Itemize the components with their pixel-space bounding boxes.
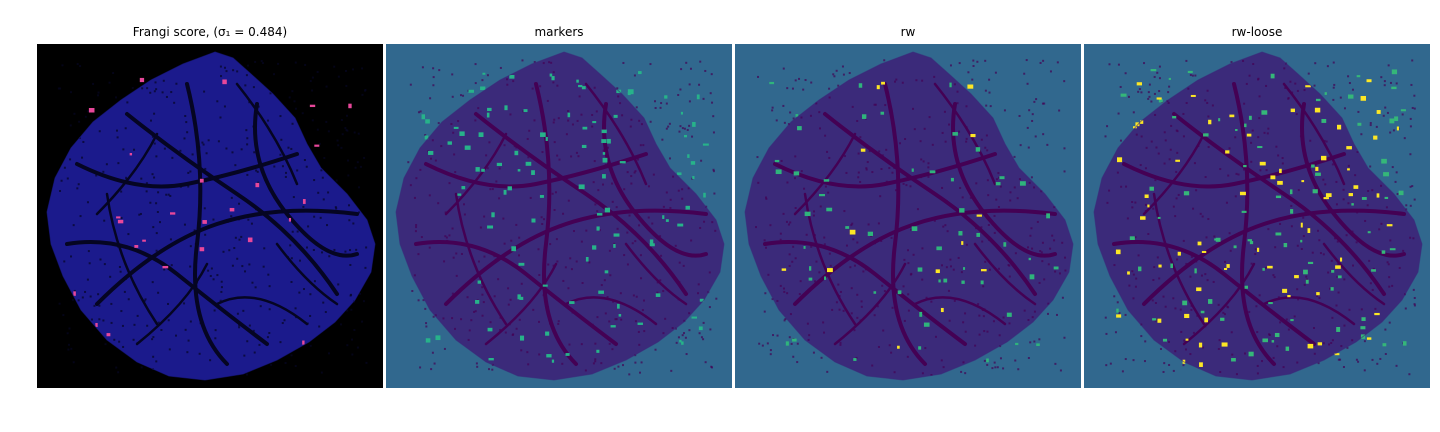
vessel-path [253, 102, 359, 258]
tissue-outline [46, 51, 376, 381]
vessel-path [474, 112, 688, 296]
vessel-path [1112, 240, 1316, 346]
vessel-path [624, 242, 688, 306]
vessel-path [833, 262, 907, 346]
vessel-path [1182, 262, 1256, 346]
vessel-path [135, 262, 209, 346]
vessel-path [235, 82, 299, 186]
vessel-path [95, 208, 359, 306]
frangi-svg [37, 44, 383, 388]
vessel-path [933, 82, 997, 186]
vessel-path [1142, 132, 1206, 216]
frangi-score-image [37, 44, 383, 388]
panel-title-markers: markers [534, 25, 584, 39]
vessel-path [951, 102, 1057, 258]
tissue-outline [744, 51, 1074, 381]
vessel-path [763, 240, 967, 346]
tissue-region [396, 52, 724, 380]
tissue-region [1094, 52, 1422, 380]
vessel-path [803, 192, 857, 326]
vessel-path [125, 112, 339, 296]
vessel-path [444, 132, 508, 216]
vessel-path [913, 296, 1007, 326]
vessel-path [973, 242, 1037, 306]
vessel-path [1262, 296, 1356, 326]
vessel-path [95, 132, 159, 216]
tissue-outline [1093, 51, 1423, 381]
rw-svg [735, 44, 1081, 388]
vessel-path [1322, 242, 1386, 306]
vessel-path [1282, 82, 1346, 186]
panel-title-rw: rw [900, 25, 916, 39]
panel-title-rw-loose: rw-loose [1231, 25, 1283, 39]
vessel-path [883, 82, 927, 366]
vessel-path [1172, 112, 1386, 296]
vessel-path [564, 296, 658, 326]
vessel-path [444, 208, 708, 306]
tissue-region [47, 52, 375, 380]
vessel-path [602, 102, 708, 258]
vessel-path [584, 82, 648, 186]
rw-loose-image [1084, 44, 1430, 388]
vessel-path [65, 240, 269, 346]
rw-image [735, 44, 1081, 388]
vessel-path [793, 132, 857, 216]
vessel-path [1232, 82, 1276, 366]
tissue-region [745, 52, 1073, 380]
vessel-highlights [73, 77, 352, 345]
vessel-path [823, 112, 1037, 296]
vessel-path [215, 296, 309, 326]
markers-image [386, 44, 732, 388]
vessel-path [185, 82, 229, 366]
vessel-path [275, 242, 339, 306]
vessel-path [414, 240, 618, 346]
texture-speckle [755, 59, 1067, 376]
vessel-highlights [421, 71, 709, 363]
vessel-path [105, 192, 159, 326]
panel-title-frangi: Frangi score, (σ₁ = 0.484) [132, 25, 288, 39]
vessel-highlights [1115, 69, 1407, 367]
vessel-highlights [769, 81, 1059, 363]
vessel-path [534, 82, 578, 366]
vessel-path [1152, 192, 1206, 326]
tissue-outline [395, 51, 725, 381]
vessel-path [1142, 208, 1406, 306]
vessel-path [454, 192, 508, 326]
rw-loose-svg [1084, 44, 1430, 388]
markers-svg [386, 44, 732, 388]
vessel-path [793, 208, 1057, 306]
vessel-path [1300, 102, 1406, 258]
vessel-path [484, 262, 558, 346]
